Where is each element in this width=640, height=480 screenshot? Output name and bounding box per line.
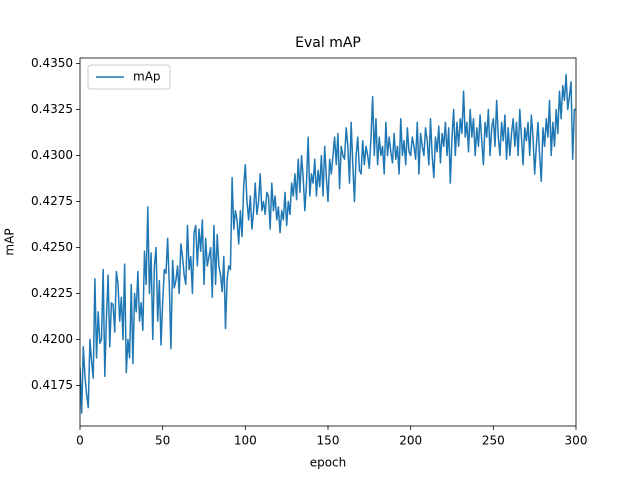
x-tick-label: 150 xyxy=(317,434,340,448)
plot-frame xyxy=(79,57,577,427)
y-tick-label: 0.4200 xyxy=(31,332,73,346)
x-axis-label: epoch xyxy=(310,456,347,470)
legend-label: mAp xyxy=(133,70,161,84)
data-line xyxy=(80,73,576,414)
x-tick-label: 50 xyxy=(155,434,170,448)
x-tick-label: 0 xyxy=(76,434,84,448)
x-tick-label: 100 xyxy=(234,434,257,448)
x-tick-label: 300 xyxy=(565,434,588,448)
x-tick-label: 250 xyxy=(482,434,505,448)
y-tick-label: 0.4350 xyxy=(31,56,73,70)
legend-box xyxy=(87,64,171,90)
y-tick-label: 0.4275 xyxy=(31,194,73,208)
chart-title: Eval mAP xyxy=(295,35,361,51)
y-tick-label: 0.4175 xyxy=(31,378,73,392)
y-tick-label: 0.4250 xyxy=(31,240,73,254)
y-tick-label: 0.4225 xyxy=(31,286,73,300)
x-tick-label: 200 xyxy=(399,434,422,448)
y-tick-label: 0.4325 xyxy=(31,102,73,116)
y-axis-label: mAP xyxy=(3,228,17,255)
y-tick-label: 0.4300 xyxy=(31,148,73,162)
